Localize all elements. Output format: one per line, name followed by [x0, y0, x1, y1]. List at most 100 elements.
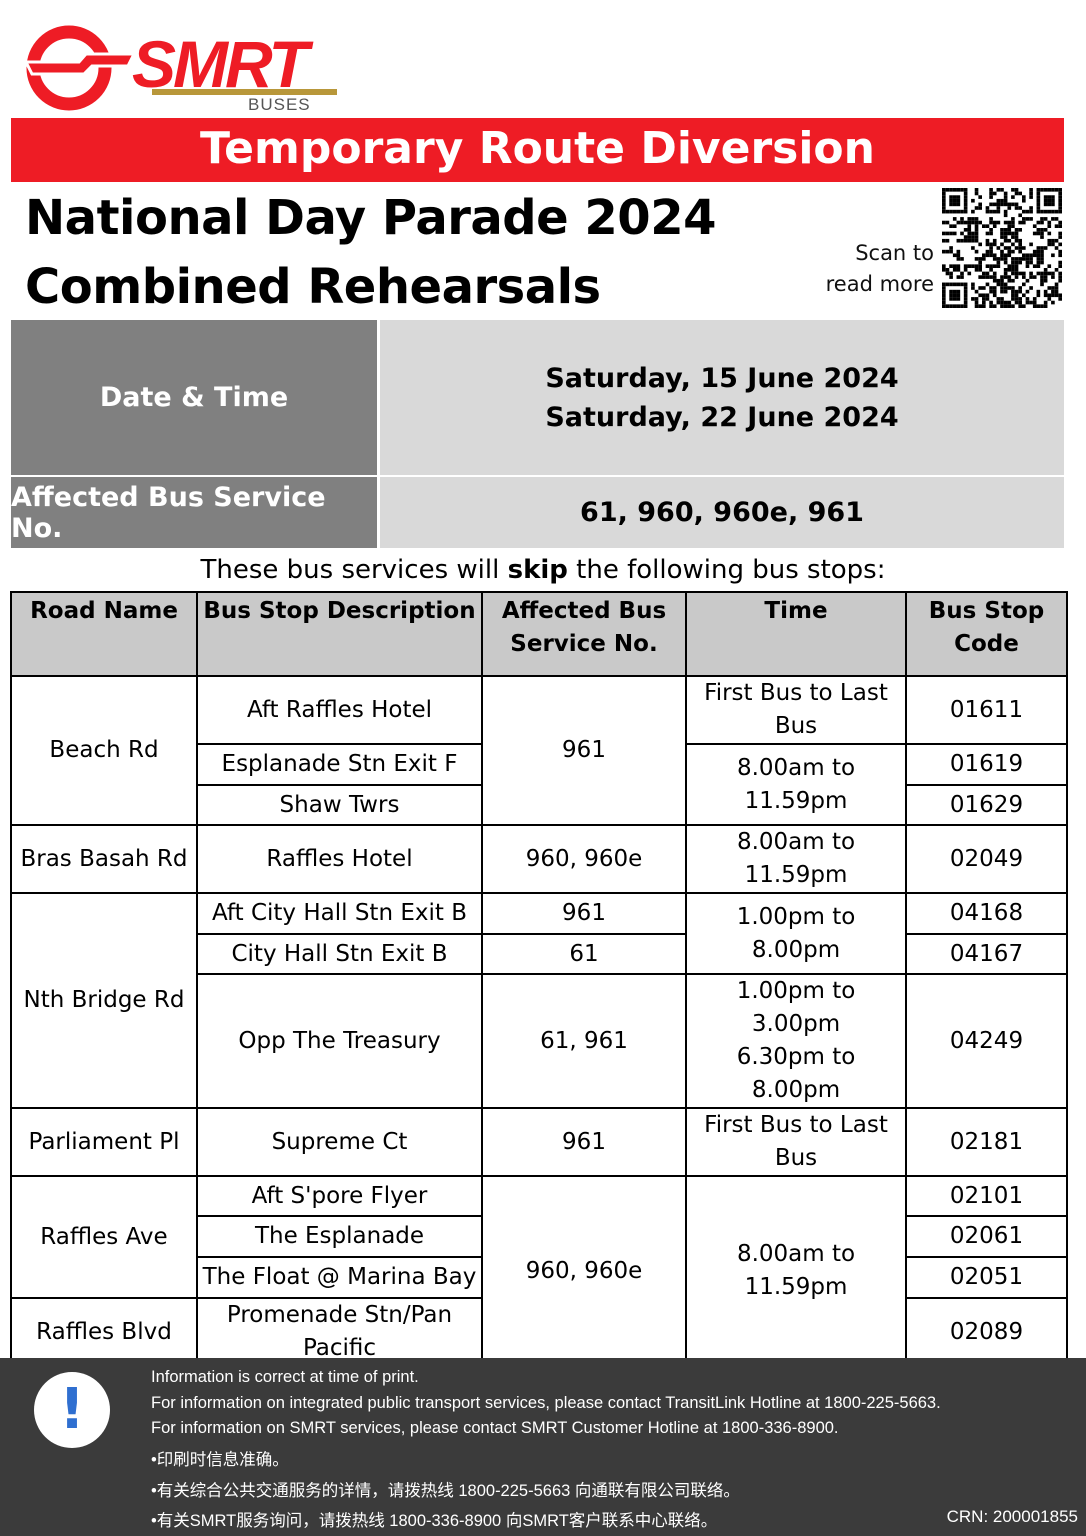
qr-module	[1047, 293, 1052, 298]
qr-module	[1018, 191, 1022, 196]
qr-module	[1025, 278, 1030, 283]
service-cell: 961	[481, 1107, 687, 1177]
qr-module	[1058, 198, 1062, 203]
qr-module	[952, 253, 957, 258]
qr-module	[1003, 246, 1008, 250]
qr-module	[974, 304, 979, 308]
qr-module	[963, 293, 968, 298]
qr-module	[956, 304, 961, 308]
qr-module	[1003, 198, 1008, 203]
qr-module	[942, 198, 946, 203]
qr-module	[989, 264, 993, 268]
qr-module	[1014, 231, 1019, 236]
qr-module	[1032, 253, 1037, 258]
qr-module	[1007, 300, 1012, 305]
qr-module	[974, 220, 979, 225]
qr-module	[1029, 195, 1033, 199]
qr-module	[1051, 217, 1055, 221]
qr-module	[1000, 297, 1004, 301]
qr-module	[963, 304, 968, 308]
qr-module	[1014, 235, 1019, 239]
qr-module	[992, 209, 997, 214]
qr-module	[952, 293, 957, 298]
qr-module	[992, 220, 997, 225]
qr-module	[974, 249, 979, 254]
qr-module	[1058, 275, 1062, 279]
qr-module	[1011, 249, 1015, 254]
qr-module	[982, 304, 986, 308]
qr-module	[1014, 191, 1019, 196]
qr-module	[1058, 231, 1062, 236]
qr-module	[1011, 235, 1015, 239]
qr-module	[1029, 253, 1033, 258]
code-cell: 02049	[905, 824, 1068, 894]
qr-module	[1043, 289, 1048, 294]
qr-module	[985, 275, 990, 279]
qr-module	[996, 297, 1001, 301]
qr-module	[956, 198, 961, 203]
qr-module	[1011, 257, 1015, 261]
qr-module	[1014, 275, 1019, 279]
qr-code[interactable]	[942, 188, 1062, 308]
qr-module	[1036, 188, 1041, 192]
qr-module	[992, 238, 997, 243]
footer-line: Information is correct at time of print.	[151, 1368, 419, 1386]
qr-module	[949, 231, 953, 236]
qr-module	[1007, 206, 1012, 210]
service-cell: 961	[481, 675, 687, 826]
qr-module	[982, 253, 986, 258]
qr-module	[1029, 257, 1033, 261]
qr-module	[974, 228, 979, 232]
qr-module	[1007, 246, 1012, 250]
qr-module	[942, 202, 946, 207]
qr-module	[1054, 289, 1059, 294]
time-cell: First Bus to Last Bus	[685, 675, 907, 745]
qr-module	[1040, 235, 1044, 239]
qr-module	[1054, 293, 1059, 298]
qr-module	[1032, 275, 1037, 279]
qr-module	[1058, 220, 1062, 225]
qr-module	[1036, 195, 1041, 199]
qr-module	[992, 289, 997, 294]
qr-module	[996, 209, 1001, 214]
qr-module	[942, 282, 946, 287]
time-cell: 8.00am to 11.59pm	[685, 743, 907, 826]
qr-module	[992, 293, 997, 298]
qr-module	[1032, 304, 1037, 308]
footer: ! Information is correct at time of prin…	[0, 1358, 1086, 1536]
date-values: Saturday, 15 June 2024 Saturday, 22 June …	[380, 320, 1064, 475]
qr-module	[1022, 209, 1026, 214]
qr-module	[1040, 231, 1044, 236]
qr-module	[971, 209, 975, 214]
qr-module	[956, 257, 961, 261]
qr-module	[942, 268, 946, 272]
qr-module	[992, 224, 997, 228]
qr-module	[963, 297, 968, 301]
qr-module	[963, 206, 968, 210]
qr-module	[971, 217, 975, 221]
qr-module	[974, 217, 979, 221]
stop-cell: Opp The Treasury	[196, 973, 483, 1109]
qr-module	[1014, 271, 1019, 276]
qr-module	[1036, 231, 1041, 236]
qr-module	[1058, 209, 1062, 214]
qr-module	[1018, 271, 1022, 276]
qr-module	[1047, 297, 1052, 301]
time-cell: 8.00am to 11.59pm	[685, 824, 907, 894]
qr-module	[942, 195, 946, 199]
qr-module	[967, 224, 972, 228]
svg-text:BUSES: BUSES	[248, 95, 311, 112]
road-cell: Raffles Ave	[10, 1175, 198, 1299]
qr-module	[1036, 304, 1041, 308]
qr-module	[971, 231, 975, 236]
qr-module	[1014, 300, 1019, 305]
qr-module	[1036, 253, 1041, 258]
qr-module	[1051, 253, 1055, 258]
qr-module	[971, 235, 975, 239]
qr-module	[960, 275, 964, 279]
qr-module	[985, 209, 990, 214]
qr-module	[1022, 293, 1026, 298]
qr-module	[985, 264, 990, 268]
qr-module	[978, 202, 982, 207]
qr-module	[1014, 260, 1019, 265]
